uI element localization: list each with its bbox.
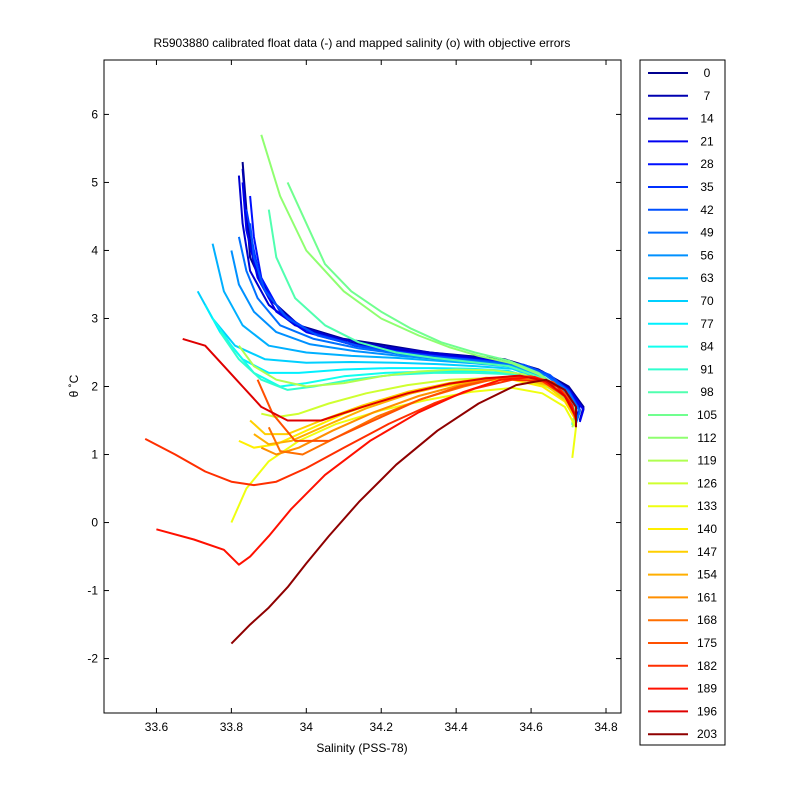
- legend-label: 42: [700, 203, 714, 217]
- legend-items: 0 7 14 21 28 35 42 49 56 63 70 77 84 91 98 105 112 119 126…: [648, 66, 717, 741]
- legend-label: 91: [700, 362, 714, 376]
- y-tick-label: 3: [91, 311, 98, 325]
- legend-item-63: 63: [648, 271, 714, 285]
- x-tick-label: 34.4: [444, 720, 468, 734]
- legend-item-196: 196: [648, 704, 717, 718]
- plot-frame: [103, 59, 622, 714]
- legend-label: 77: [700, 317, 714, 331]
- legend-item-42: 42: [648, 203, 714, 217]
- legend-label: 203: [697, 727, 717, 741]
- legend-item-189: 189: [648, 682, 717, 696]
- chart-title: R5903880 calibrated float data (-) and m…: [154, 36, 571, 50]
- legend-item-98: 98: [648, 385, 714, 399]
- legend-item-175: 175: [648, 636, 717, 650]
- y-tick-label: 6: [91, 107, 98, 121]
- series-line-182: [144, 378, 577, 487]
- legend-label: 133: [697, 499, 717, 513]
- legend-label: 140: [697, 522, 717, 536]
- legend-label: 21: [700, 134, 714, 148]
- series-line-203: [230, 378, 577, 645]
- x-tick-label: 34.2: [370, 720, 394, 734]
- legend-item-147: 147: [648, 545, 717, 559]
- y-axis-ticks: -2 -1 0 1 2 3 4 5 6: [87, 107, 621, 666]
- legend-label: 168: [697, 613, 717, 627]
- legend-item-28: 28: [648, 157, 714, 171]
- legend-item-112: 112: [648, 431, 717, 445]
- legend-item-126: 126: [648, 476, 717, 490]
- legend: 0 7 14 21 28 35 42 49 56 63 70 77 84 91 98 105 112 119 126…: [639, 59, 726, 746]
- y-tick-label: 4: [91, 243, 98, 257]
- legend-item-84: 84: [648, 340, 714, 354]
- legend-label: 147: [697, 545, 717, 559]
- legend-item-140: 140: [648, 522, 717, 536]
- x-tick-label: 34.6: [519, 720, 543, 734]
- x-tick-label: 34.8: [594, 720, 618, 734]
- x-tick-label: 33.8: [220, 720, 244, 734]
- legend-item-21: 21: [648, 134, 714, 148]
- legend-box: [639, 59, 726, 746]
- legend-label: 98: [700, 385, 714, 399]
- x-axis-ticks: 33.6 33.8 34 34.2 34.4 34.6 34.8: [145, 60, 618, 734]
- legend-label: 70: [700, 294, 714, 308]
- legend-label: 105: [697, 408, 717, 422]
- legend-label: 35: [700, 180, 714, 194]
- y-tick-label: 2: [91, 380, 98, 394]
- legend-label: 119: [697, 454, 716, 468]
- y-tick-label: -2: [87, 652, 98, 666]
- legend-item-154: 154: [648, 568, 717, 582]
- legend-item-91: 91: [648, 362, 714, 376]
- legend-item-203: 203: [648, 727, 717, 741]
- legend-item-168: 168: [648, 613, 717, 627]
- series-line-196: [182, 337, 577, 422]
- legend-item-119: 119: [648, 454, 717, 468]
- series-line-133: [230, 386, 577, 523]
- legend-label: 7: [704, 89, 711, 103]
- legend-label: 182: [697, 659, 717, 673]
- legend-item-161: 161: [648, 590, 717, 604]
- x-tick-label: 33.6: [145, 720, 169, 734]
- legend-label: 154: [697, 568, 717, 582]
- legend-label: 161: [697, 590, 717, 604]
- legend-item-105: 105: [648, 408, 717, 422]
- legend-label: 112: [697, 431, 716, 445]
- legend-item-49: 49: [648, 226, 714, 240]
- legend-item-35: 35: [648, 180, 714, 194]
- legend-item-77: 77: [648, 317, 714, 331]
- y-tick-label: -1: [87, 584, 98, 598]
- legend-item-0: 0: [648, 66, 711, 80]
- legend-label: 175: [697, 636, 717, 650]
- legend-item-182: 182: [648, 659, 717, 673]
- legend-label: 63: [700, 271, 714, 285]
- series-layer: [144, 134, 585, 645]
- legend-label: 196: [697, 704, 717, 718]
- legend-item-56: 56: [648, 248, 714, 262]
- y-tick-label: 0: [91, 516, 98, 530]
- y-tick-label: 5: [91, 175, 98, 189]
- y-tick-label: 1: [91, 448, 98, 462]
- legend-label: 49: [700, 226, 714, 240]
- legend-label: 126: [697, 476, 717, 490]
- legend-label: 0: [704, 66, 711, 80]
- legend-item-7: 7: [648, 89, 711, 103]
- legend-label: 56: [700, 248, 714, 262]
- legend-label: 14: [700, 112, 714, 126]
- legend-item-70: 70: [648, 294, 714, 308]
- legend-label: 189: [697, 682, 717, 696]
- x-tick-label: 34: [300, 720, 314, 734]
- x-axis-label: Salinity (PSS-78): [316, 741, 407, 755]
- legend-item-14: 14: [648, 112, 714, 126]
- legend-item-133: 133: [648, 499, 717, 513]
- legend-label: 28: [700, 157, 714, 171]
- y-axis-label: θ ˚C: [67, 374, 81, 397]
- series-line-147: [249, 376, 577, 436]
- legend-label: 84: [700, 340, 714, 354]
